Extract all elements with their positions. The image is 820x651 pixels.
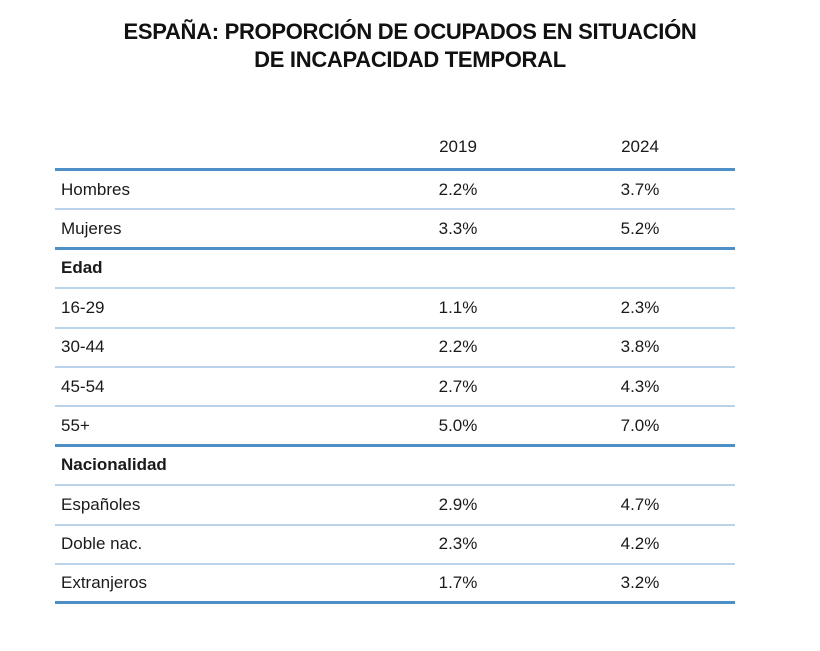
row-label: 45-54	[61, 376, 105, 396]
data-table: 2019 2024 Hombres 2.2% 3.7% Mujeres 3.3% 5.2%…	[55, 126, 735, 605]
cell-2024: 3.7%	[620, 179, 660, 199]
row-label: Extranjeros	[61, 573, 147, 593]
table-row: Españoles 2.9% 4.7%	[55, 486, 735, 526]
table-body: Hombres 2.2% 3.7% Mujeres 3.3% 5.2% Edad 16-29 1…	[55, 171, 735, 605]
row-label: Doble nac.	[61, 534, 143, 554]
table-row: 55+ 5.0% 7.0%	[55, 407, 735, 447]
row-label: Españoles	[61, 494, 141, 514]
cell-2019: 3.3%	[438, 218, 478, 238]
row-label: 16-29	[61, 297, 105, 317]
cell-2019: 5.0%	[438, 415, 478, 435]
table-header-row: 2019 2024	[55, 126, 735, 171]
column-header-2019: 2019	[439, 137, 477, 156]
cell-2024: 3.8%	[620, 337, 660, 357]
cell-2019: 1.7%	[438, 573, 478, 593]
table-row: 30-44 2.2% 3.8%	[55, 329, 735, 368]
section-label: Nacionalidad	[61, 455, 167, 475]
section-header-row: Edad	[55, 250, 735, 290]
row-label: Hombres	[61, 179, 130, 199]
cell-2019: 2.7%	[438, 376, 478, 396]
cell-2024: 4.7%	[620, 494, 660, 514]
table-row: Extranjeros 1.7% 3.2%	[55, 565, 735, 605]
table-row: 16-29 1.1% 2.3%	[55, 289, 735, 329]
row-label: 55+	[61, 415, 90, 435]
title-line-1: ESPAÑA: PROPORCIÓN DE OCUPADOS EN SITUAC…	[123, 19, 697, 44]
cell-2024: 4.3%	[620, 376, 660, 396]
cell-2024: 3.2%	[620, 573, 660, 593]
table-row: Hombres 2.2% 3.7%	[55, 171, 735, 211]
section-header-row: Nacionalidad	[55, 447, 735, 487]
table-row: Mujeres 3.3% 5.2%	[55, 210, 735, 250]
column-header-2024: 2024	[621, 137, 659, 156]
cell-2024: 7.0%	[620, 415, 660, 435]
cell-2019: 2.3%	[438, 534, 478, 554]
cell-2019: 2.2%	[438, 179, 478, 199]
title-line-2: DE INCAPACIDAD TEMPORAL	[254, 47, 566, 72]
table-title: ESPAÑA: PROPORCIÓN DE OCUPADOS EN SITUAC…	[0, 18, 820, 74]
cell-2024: 2.3%	[620, 297, 660, 317]
cell-2024: 4.2%	[620, 534, 660, 554]
table-row: Doble nac. 2.3% 4.2%	[55, 526, 735, 565]
row-label: Mujeres	[61, 218, 122, 238]
cell-2024: 5.2%	[620, 218, 660, 238]
row-label: 30-44	[61, 337, 105, 357]
section-label: Edad	[61, 258, 103, 278]
cell-2019: 1.1%	[438, 297, 478, 317]
cell-2019: 2.2%	[438, 337, 478, 357]
cell-2019: 2.9%	[438, 494, 478, 514]
table-row: 45-54 2.7% 4.3%	[55, 368, 735, 408]
